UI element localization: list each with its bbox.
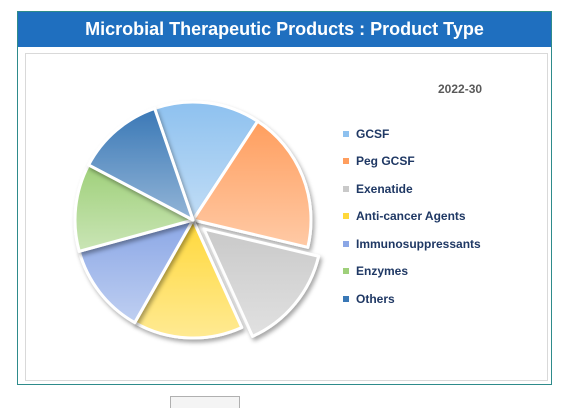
pie-slice-anti-cancer-agents[interactable] (133, 218, 244, 340)
legend-label: Immunosuppressants (356, 236, 481, 251)
legend-label: Others (356, 291, 395, 306)
legend-label: GCSF (356, 126, 390, 141)
chart-area-tooltip-tab (170, 396, 240, 408)
legend-label: Anti-cancer Agents (356, 209, 466, 224)
legend-label: Exenatide (356, 181, 413, 196)
legend-swatch (343, 185, 349, 192)
legend-item[interactable]: Others (343, 285, 481, 313)
legend-item[interactable]: Peg GCSF (343, 148, 481, 176)
legend-swatch (343, 130, 349, 137)
legend-swatch (343, 295, 349, 302)
legend-item[interactable]: Immunosuppressants (343, 230, 481, 258)
legend-swatch (343, 268, 349, 275)
pie-slice-peg-gcsf[interactable] (191, 119, 313, 249)
pie-slice-immunosuppressants[interactable] (77, 218, 195, 325)
legend-item[interactable]: GCSF (343, 120, 481, 148)
legend-label: Enzymes (356, 264, 409, 279)
legend-swatch (343, 213, 349, 220)
pie-slices (73, 100, 321, 340)
chart-title: Microbial Therapeutic Products : Product… (18, 12, 551, 47)
legend-item[interactable]: Exenatide (343, 175, 481, 203)
legend[interactable]: GCSF Peg GCSF Exenatide Anti-cancer Agents I… (343, 120, 481, 313)
chart-subtitle: 2022-30 (438, 82, 483, 96)
pie-slice-enzymes[interactable] (73, 163, 195, 253)
legend-item[interactable]: Anti-cancer Agents (343, 203, 481, 231)
legend-swatch (343, 158, 349, 165)
pie-slice-exenatide[interactable] (202, 227, 321, 338)
legend-swatch (343, 240, 349, 247)
legend-label: Peg GCSF (356, 154, 415, 169)
pie-slice-gcsf[interactable] (153, 100, 260, 222)
plot-area[interactable] (25, 53, 548, 381)
pie-slice-others[interactable] (87, 106, 195, 222)
legend-item[interactable]: Enzymes (343, 258, 481, 286)
